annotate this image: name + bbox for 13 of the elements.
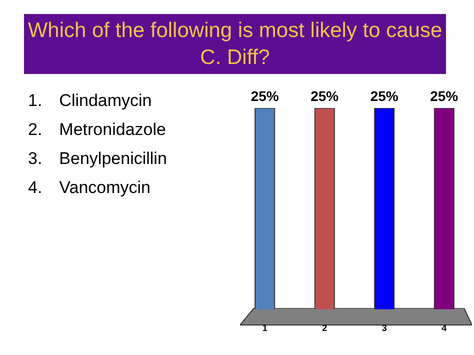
text: 4. Vancomycin (28, 177, 152, 199)
data-label: 25% (310, 88, 340, 104)
data-label: 25% (430, 88, 459, 104)
text: 2. Metronidazole (28, 119, 167, 141)
text: 1. Clindamycin (28, 90, 153, 112)
data-label: 25% (370, 88, 399, 104)
chart-title: Which of the following is most likely to cause C. Diff? (24, 14, 446, 74)
x-tick-label: 4 (442, 323, 447, 334)
x-tick-label: 1 (262, 323, 268, 334)
x-tick-label: 2 (322, 323, 328, 334)
data-label: 25% (250, 88, 280, 104)
x-tick-label: 3 (382, 323, 387, 334)
text: 3. Benylpenicillin (28, 148, 167, 170)
